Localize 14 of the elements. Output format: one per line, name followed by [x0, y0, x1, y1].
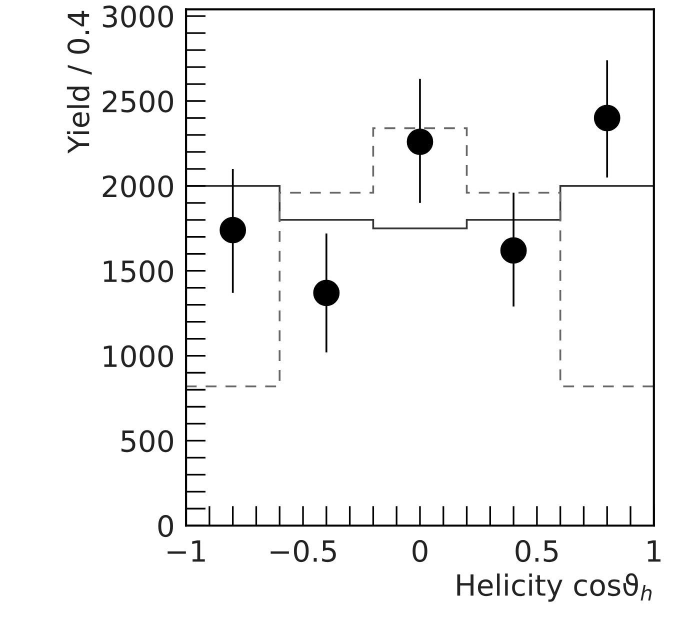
x-tick-label: −0.5 — [270, 540, 336, 562]
y-tick-label: 500 — [122, 430, 173, 452]
x-tick-label: −1 — [168, 540, 205, 562]
y-tick-label: 2500 — [102, 90, 173, 113]
y-tick-label: 3000 — [102, 6, 173, 28]
y-tick-label: 1000 — [104, 345, 173, 368]
x-axis-title: Helicity cosϑ$_{h}$ — [457, 573, 652, 602]
y-tick-label: 2000 — [102, 175, 173, 198]
y-axis-title: Yield / 0.4 — [66, 10, 92, 154]
y-tick-label: 1500 — [104, 260, 173, 282]
x-tick-label: 0.5 — [516, 540, 558, 562]
x-tick-label: 1 — [648, 540, 660, 562]
y-tick-label: 0 — [158, 515, 173, 538]
x-tick-label: 0 — [412, 540, 428, 562]
